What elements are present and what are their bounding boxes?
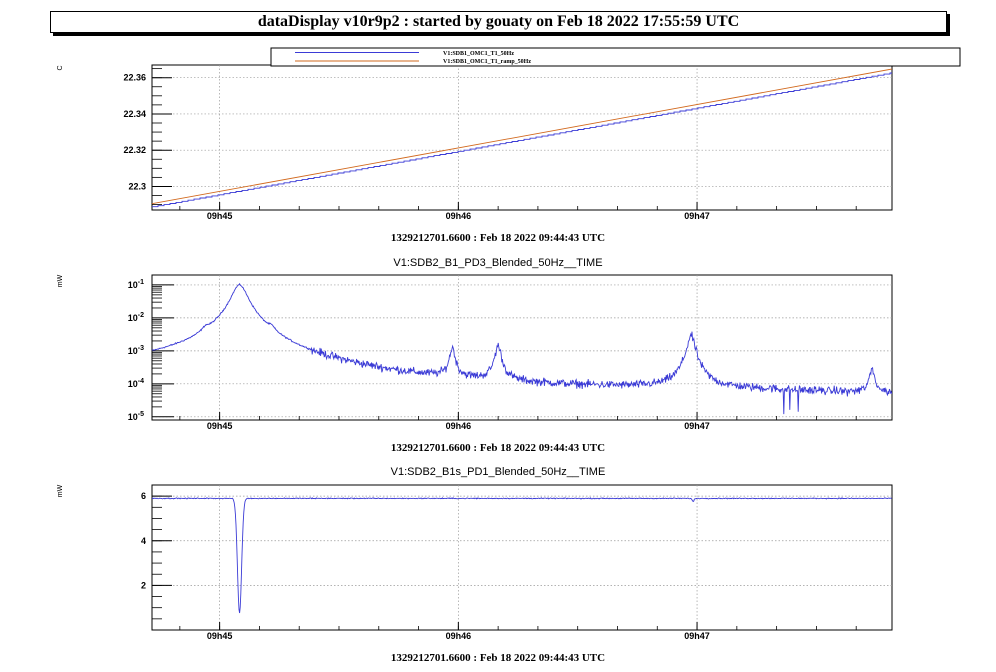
y-tick-label: 10-3 (128, 345, 144, 356)
y-unit-label: mW (57, 484, 64, 497)
grid (152, 65, 892, 210)
plot-frame (151, 64, 893, 211)
y-unit-label: C (57, 65, 64, 70)
x-axis-title: 1329212701.6600 : Feb 18 2022 09:44:43 U… (391, 442, 605, 454)
legend-entry: V1:SDB1_OMC1_T1_50Hz (443, 51, 514, 57)
y-tick-label: 2 (141, 580, 146, 590)
y-tick-label: 10-2 (128, 312, 144, 323)
series-line-1[interactable] (152, 282, 892, 415)
series-group[interactable] (152, 497, 892, 614)
series-group[interactable] (152, 68, 892, 208)
plot-frame (151, 484, 893, 631)
y-tick-label: 10-1 (128, 279, 144, 290)
y-tick-label: 6 (141, 491, 146, 501)
x-tick-label: 09h45 (207, 631, 233, 641)
legend-entry: V1:SDB1_OMC1_T1_ramp_50Hz (443, 59, 531, 65)
series-line-1[interactable] (152, 72, 892, 208)
panel-pd3: V1:SDB2_B1_PD3_Blended_50Hz__TIME 09h45 0… (57, 257, 893, 454)
y-tick-label: 10-4 (128, 378, 144, 389)
plot-title: V1:SDB2_B1s_PD1_Blended_50Hz__TIME (391, 466, 606, 478)
x-tick-label: 09h46 (446, 421, 472, 431)
y-tick-label: 10-5 (128, 411, 144, 422)
x-tick-label: 09h47 (684, 421, 710, 431)
x-axis-title: 1329212701.6600 : Feb 18 2022 09:44:43 U… (391, 232, 605, 244)
window-title: dataDisplay v10r9p2 : started by gouaty … (50, 11, 947, 33)
y-tick-label: 22.34 (123, 109, 146, 119)
legend-box (270, 47, 961, 67)
plot-title: V1:SDB2_B1_PD3_Blended_50Hz__TIME (393, 257, 602, 269)
grid (152, 275, 892, 420)
y-tick-label: 4 (141, 536, 146, 546)
plot-frame (151, 274, 893, 421)
x-axis-title: 1329212701.6600 : Feb 18 2022 09:44:43 U… (391, 652, 605, 664)
y-unit-label: mW (57, 274, 64, 287)
x-tick-label: 09h47 (684, 631, 710, 641)
y-tick-label: 22.3 (128, 181, 146, 191)
y-tick-label: 22.36 (123, 73, 146, 83)
axis-ticks: 09h45 09h46 09h47 10-1 10-2 10-3 10-4 10-5 (128, 274, 857, 431)
y-tick-label: 22.32 (123, 145, 146, 155)
panel-pd1: V1:SDB2_B1s_PD1_Blended_50Hz__TIME 09h45… (57, 466, 893, 664)
series-line-2[interactable] (152, 68, 892, 205)
x-tick-label: 09h47 (684, 211, 710, 221)
axis-ticks: 09h45 09h46 09h47 22.3 22.32 22.34 22.36 (123, 68, 857, 221)
x-tick-label: 09h45 (207, 421, 233, 431)
x-tick-label: 09h46 (446, 631, 472, 641)
x-tick-label: 09h46 (446, 211, 472, 221)
axis-ticks: 09h45 09h46 09h47 2 4 6 (141, 484, 857, 641)
series-line-1[interactable] (152, 497, 892, 614)
x-tick-label: 09h45 (207, 211, 233, 221)
panel-temperature: 09h45 09h46 09h47 22.3 22.32 22.34 22.36 C 132… (57, 64, 893, 244)
series-group[interactable] (152, 282, 892, 415)
legend: V1:SDB1_OMC1_T1_50Hz V1:SDB1_OMC1_T1_ram… (270, 47, 961, 67)
grid (152, 485, 892, 630)
